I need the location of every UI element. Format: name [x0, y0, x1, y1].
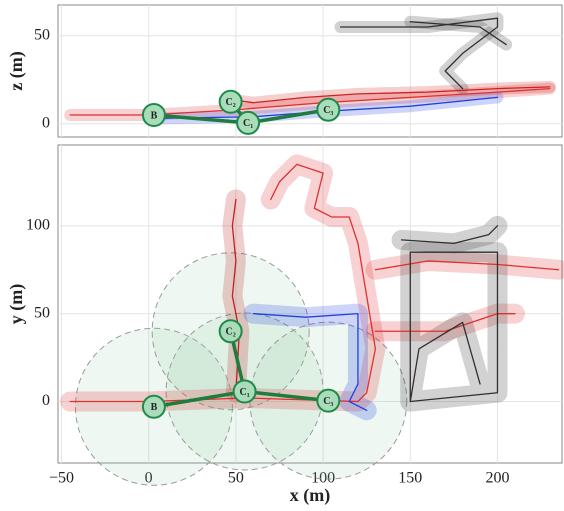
node-label: B — [151, 110, 158, 121]
y-tick-label: 0 — [42, 114, 50, 131]
x-axis-label: x (m) — [290, 485, 330, 506]
y-axis-label: z (m) — [6, 51, 27, 90]
x-tick-label: 50 — [228, 470, 244, 487]
x-tick-label: −50 — [49, 470, 74, 487]
y-tick-label: 100 — [26, 216, 50, 233]
x-tick-label: 150 — [398, 470, 422, 487]
y-tick-label: 50 — [34, 26, 50, 43]
node-label: C₁ — [243, 118, 253, 129]
node-label: C₃ — [323, 105, 333, 116]
node-label: C₂ — [226, 327, 236, 338]
node-label: C₁ — [239, 387, 249, 398]
node-label: C₂ — [226, 97, 236, 108]
y-tick-label: 0 — [42, 392, 50, 409]
node-label: B — [151, 402, 158, 413]
figure: z (m) y (m) x (m) 050BC₁C₂C₃050100−50050… — [0, 0, 564, 511]
y-axis-label: y (m) — [6, 284, 27, 324]
node-label: C₃ — [323, 396, 333, 407]
x-tick-label: 200 — [485, 470, 509, 487]
y-tick-label: 50 — [34, 304, 50, 321]
